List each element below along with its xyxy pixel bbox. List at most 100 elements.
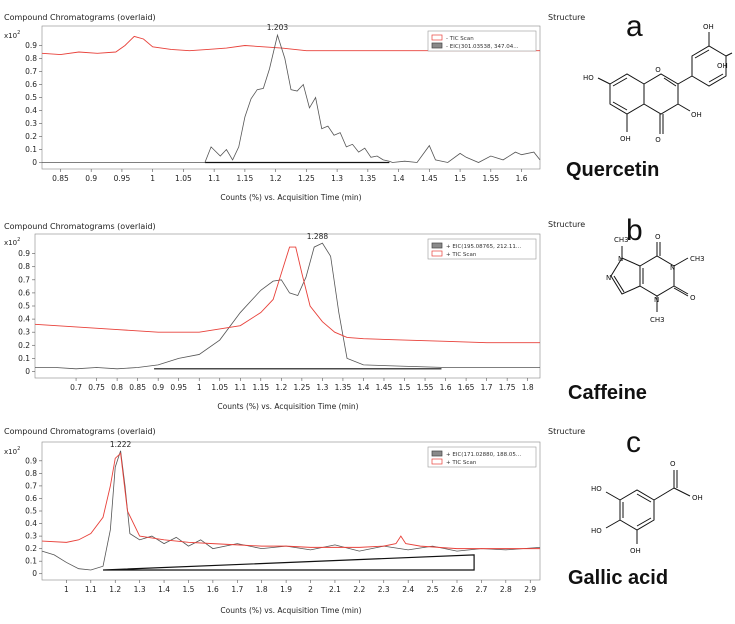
y-tick-label: 0.2 bbox=[25, 132, 37, 141]
y-tick-label: 0.4 bbox=[25, 519, 37, 528]
compound-name: Caffeine bbox=[568, 382, 647, 404]
legend-swatch-tic bbox=[431, 250, 443, 257]
y-tick-label: 0.9 bbox=[18, 249, 30, 258]
x-tick-label: 1.2 bbox=[275, 383, 287, 392]
y-tick-label: 0.9 bbox=[25, 41, 37, 50]
svg-text:N: N bbox=[670, 264, 675, 272]
y-tick-label: 0.7 bbox=[25, 67, 37, 76]
x-tick-label: 1.05 bbox=[211, 383, 228, 392]
x-tick-label: 1.15 bbox=[252, 383, 269, 392]
svg-text:OH: OH bbox=[703, 23, 714, 31]
y-tick-label: 0 bbox=[25, 367, 30, 376]
legend-entry: - TIC Scan bbox=[446, 36, 474, 42]
legend-swatch-eic bbox=[431, 42, 443, 49]
y-tick-label: 0.8 bbox=[18, 262, 30, 271]
y-tick-label: 0.8 bbox=[25, 54, 37, 63]
y-multiplier: x102 bbox=[4, 237, 20, 247]
x-tick-label: 2.5 bbox=[427, 585, 439, 594]
y-tick-label: 0.6 bbox=[18, 288, 30, 297]
x-tick-label: 1.45 bbox=[376, 383, 393, 392]
x-tick-label: 1.8 bbox=[256, 585, 268, 594]
x-tick-label: 2.9 bbox=[524, 585, 536, 594]
x-tick-label: 0.9 bbox=[85, 174, 97, 183]
y-tick-label: 0.7 bbox=[25, 481, 37, 490]
legend-entry: + EIC(195.08765, 212.11... bbox=[446, 244, 521, 250]
panel-letter: b bbox=[626, 214, 643, 247]
x-tick-label: 1.75 bbox=[499, 383, 516, 392]
x-axis-label: Counts (%) vs. Acquisition Time (min) bbox=[217, 402, 358, 411]
panel-letter: a bbox=[626, 10, 643, 43]
panel-a-svg: Compound Chromatograms (overlaid) Struct… bbox=[4, 10, 733, 202]
y-tick-label: 0.3 bbox=[25, 532, 37, 541]
y-tick-label: 0.4 bbox=[25, 106, 37, 115]
y-tick-label: 0.1 bbox=[25, 557, 37, 566]
panel-a: Compound Chromatograms (overlaid) Struct… bbox=[0, 0, 735, 208]
y-tick-label: 0.4 bbox=[18, 315, 30, 324]
x-tick-label: 1.3 bbox=[316, 383, 328, 392]
quercetin-structure: HO O O OH OH OH OH bbox=[583, 23, 733, 144]
integration-baseline bbox=[103, 554, 475, 571]
chart-header: Compound Chromatograms (overlaid) bbox=[4, 13, 156, 22]
x-tick-label: 1.1 bbox=[208, 174, 220, 183]
x-tick-label: 2.7 bbox=[475, 585, 487, 594]
svg-text:HO: HO bbox=[591, 527, 602, 535]
peak-label: 1.203 bbox=[267, 23, 289, 32]
svg-text:HO: HO bbox=[583, 74, 594, 82]
panel-c: Compound Chromatograms (overlaid) Struct… bbox=[0, 420, 735, 624]
compound-name: Gallic acid bbox=[568, 567, 668, 589]
x-tick-label: 1.7 bbox=[231, 585, 243, 594]
legend-swatch-eic bbox=[431, 242, 443, 249]
svg-text:O: O bbox=[670, 460, 676, 468]
y-tick-label: 0.8 bbox=[25, 469, 37, 478]
x-tick-label: 1.1 bbox=[85, 585, 97, 594]
chart-header: Compound Chromatograms (overlaid) bbox=[4, 427, 156, 436]
x-tick-label: 1.35 bbox=[360, 174, 377, 183]
x-tick-label: 2.1 bbox=[329, 585, 341, 594]
tic-scan-line bbox=[41, 452, 540, 550]
x-tick-label: 1.5 bbox=[454, 174, 466, 183]
eic-line bbox=[42, 33, 541, 163]
panel-b: Compound Chromatograms (overlaid) Struct… bbox=[0, 206, 735, 416]
y-multiplier: x102 bbox=[4, 446, 20, 456]
chart-plot-c: 0 0.1 0.2 0.3 0.4 0.5 0.6 0.7 0.8 0.9 1 1.1 1.2 1.3 1.… bbox=[25, 440, 541, 594]
eic-line bbox=[35, 242, 540, 370]
y-multiplier: x102 bbox=[4, 30, 20, 40]
legend-entry: + TIC Scan bbox=[446, 252, 477, 258]
svg-text:HO: HO bbox=[591, 485, 602, 493]
x-tick-label: 1.1 bbox=[234, 383, 246, 392]
svg-text:CH3: CH3 bbox=[650, 316, 665, 324]
y-tick-label: 0.1 bbox=[25, 145, 37, 154]
x-tick-label: 1.25 bbox=[294, 383, 311, 392]
x-tick-label: 1.2 bbox=[270, 174, 282, 183]
svg-text:OH: OH bbox=[692, 494, 703, 502]
x-tick-label: 1.55 bbox=[417, 383, 434, 392]
y-tick-label: 0.6 bbox=[25, 80, 37, 89]
x-tick-label: 1 bbox=[197, 383, 202, 392]
chart-plot-a: 0 0.1 0.2 0.3 0.4 0.5 0.6 0.7 0.8 0.9 0.85 0.9 0.95 1… bbox=[25, 23, 541, 183]
x-tick-label: 1.6 bbox=[516, 174, 528, 183]
structure-label: Structure bbox=[548, 220, 585, 229]
y-tick-label: 0.5 bbox=[25, 93, 37, 102]
svg-text:O: O bbox=[655, 136, 661, 144]
svg-text:O: O bbox=[655, 233, 661, 241]
svg-text:OH: OH bbox=[630, 547, 641, 555]
y-tick-label: 0 bbox=[32, 569, 37, 578]
x-tick-label: 2.8 bbox=[500, 585, 512, 594]
legend-entry: + EIC(171.02880, 188.05... bbox=[446, 452, 521, 458]
x-axis-label: Counts (%) vs. Acquisition Time (min) bbox=[220, 193, 361, 202]
x-tick-label: 1.2 bbox=[109, 585, 121, 594]
structure-label: Structure bbox=[548, 427, 585, 436]
x-tick-label: 0.8 bbox=[111, 383, 123, 392]
x-tick-label: 0.95 bbox=[170, 383, 187, 392]
x-tick-label: 1.5 bbox=[399, 383, 411, 392]
x-tick-label: 0.7 bbox=[70, 383, 82, 392]
x-tick-label: 1.45 bbox=[421, 174, 438, 183]
x-tick-label: 2.2 bbox=[353, 585, 365, 594]
y-tick-label: 0.5 bbox=[18, 302, 30, 311]
x-tick-label: 2.4 bbox=[402, 585, 414, 594]
peak-label: 1.222 bbox=[110, 440, 132, 449]
y-tick-label: 0.7 bbox=[18, 275, 30, 284]
svg-text:O: O bbox=[655, 66, 661, 74]
panel-b-svg: Compound Chromatograms (overlaid) Struct… bbox=[4, 214, 705, 411]
x-tick-label: 1.6 bbox=[207, 585, 219, 594]
